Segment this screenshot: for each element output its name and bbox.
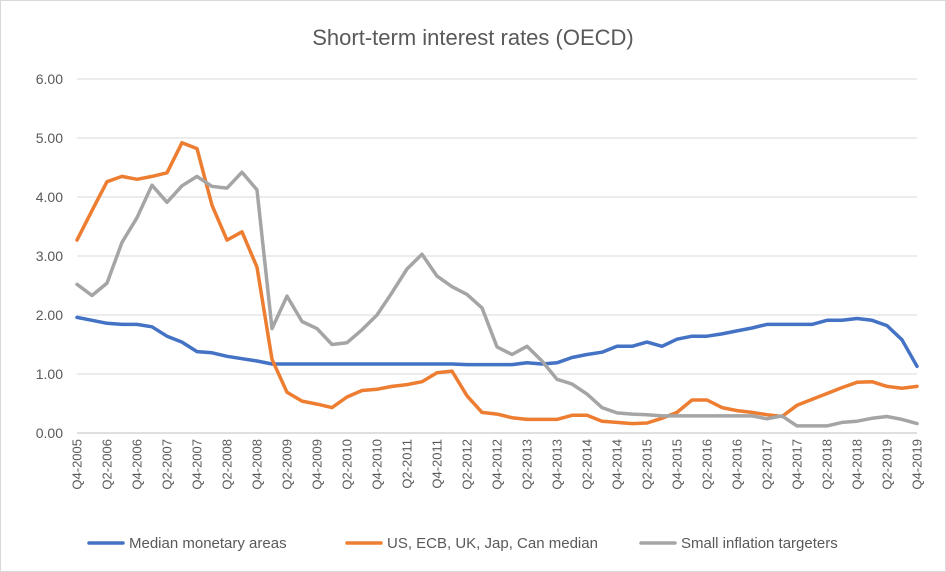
x-tick-label: Q4-2010	[370, 439, 385, 490]
x-tick-label: Q4-2008	[250, 439, 265, 490]
x-tick-label: Q2-2019	[880, 439, 895, 490]
gridlines	[77, 78, 917, 434]
y-tick-label: 3.00	[36, 248, 63, 264]
x-tick-label: Q2-2012	[460, 439, 475, 490]
y-tick-label: 4.00	[36, 189, 63, 205]
x-tick-label: Q2-2007	[160, 439, 175, 490]
x-tick-label: Q2-2016	[700, 439, 715, 490]
x-tick-label: Q4-2018	[850, 439, 865, 490]
x-tick-label: Q4-2007	[190, 439, 205, 490]
x-tick-label: Q4-2019	[910, 439, 925, 490]
x-tick-label: Q2-2006	[100, 439, 115, 490]
x-tick-label: Q4-2012	[490, 439, 505, 490]
chart-title: Short-term interest rates (OECD)	[312, 25, 634, 50]
x-tick-label: Q2-2015	[640, 439, 655, 490]
y-tick-label: 2.00	[36, 307, 63, 323]
x-tick-label: Q4-2009	[310, 439, 325, 490]
x-tick-label: Q4-2016	[730, 439, 745, 490]
y-tick-label: 1.00	[36, 366, 63, 382]
series-line-2	[75, 140, 919, 426]
x-tick-label: Q2-2009	[280, 439, 295, 490]
x-tick-label: Q2-2008	[220, 439, 235, 490]
x-tick-label: Q4-2013	[550, 439, 565, 490]
y-tick-label: 6.00	[36, 71, 63, 87]
x-tick-label: Q4-2005	[70, 439, 85, 490]
legend-label-3: Small inflation targeters	[681, 535, 838, 552]
legend: Median monetary areas US, ECB, UK, Jap, C…	[87, 535, 838, 552]
x-tick-label: Q4-2015	[670, 439, 685, 490]
y-axis-ticks: 0.00 1.00 2.00 3.00 4.00 5.00 6.00	[36, 71, 63, 441]
x-tick-label: Q4-2011	[430, 439, 445, 489]
legend-label-2: US, ECB, UK, Jap, Can median	[387, 535, 598, 552]
x-tick-label: Q4-2017	[790, 439, 805, 490]
y-tick-label: 5.00	[36, 130, 63, 146]
x-tick-label: Q2-2014	[580, 439, 595, 490]
y-tick-label: 0.00	[36, 425, 63, 441]
x-axis-ticks: Q4-2005 Q2-2006 Q4-2006 Q2-2007 Q4-2007 Q2-20…	[70, 439, 925, 490]
x-tick-label: Q2-2018	[820, 439, 835, 490]
x-tick-label: Q2-2010	[340, 439, 355, 490]
x-tick-label: Q2-2013	[520, 439, 535, 490]
series-lines	[75, 140, 919, 428]
legend-label-1: Median monetary areas	[129, 535, 287, 552]
series-line-3	[75, 170, 919, 428]
x-tick-label: Q4-2006	[130, 439, 145, 490]
x-tick-label: Q4-2014	[610, 439, 625, 490]
x-tick-label: Q2-2017	[760, 439, 775, 490]
x-tick-label: Q2-2011	[400, 439, 415, 489]
series-line-1	[75, 315, 919, 369]
